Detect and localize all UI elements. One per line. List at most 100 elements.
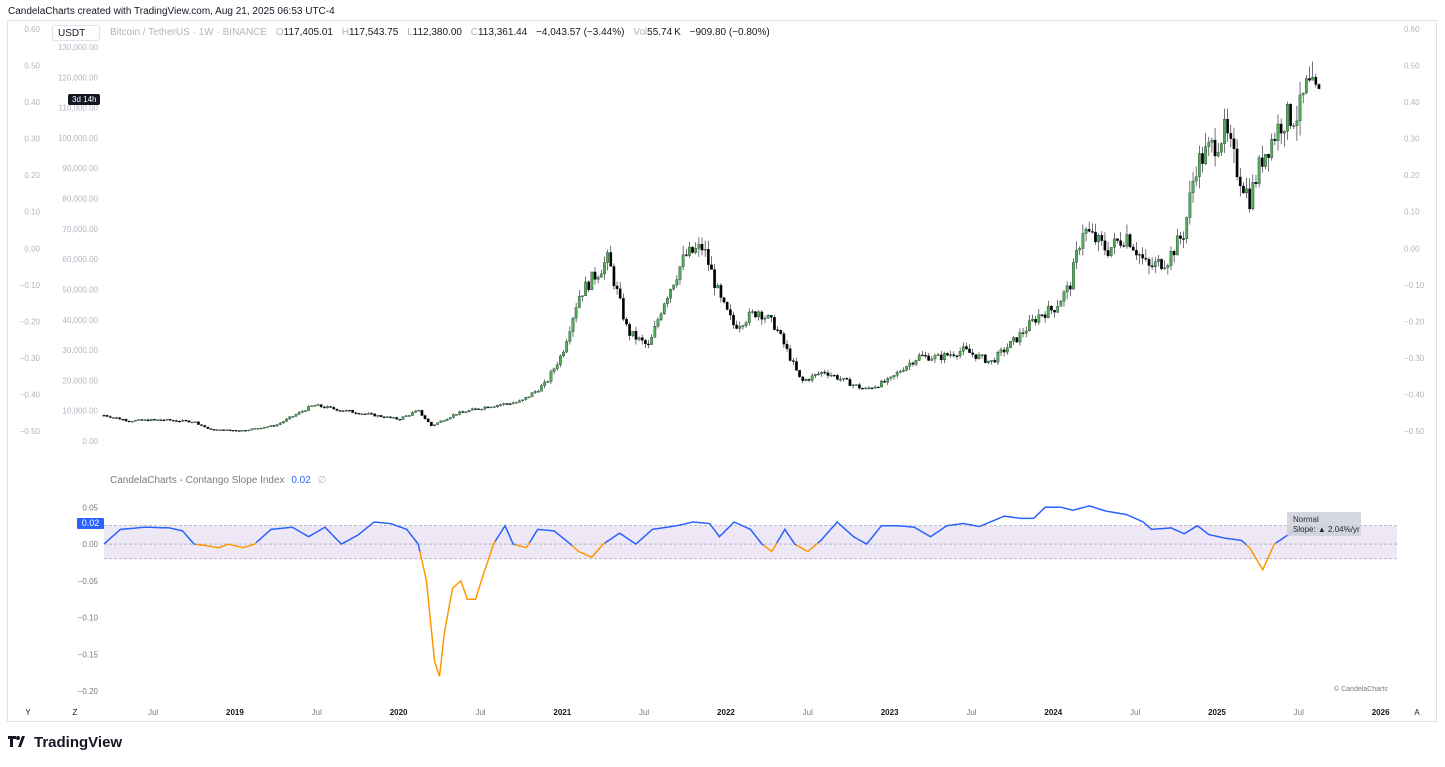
candle-down <box>719 285 723 298</box>
candle-up <box>1062 291 1066 302</box>
candle-up <box>688 246 691 256</box>
candle-down <box>883 380 886 383</box>
z-axis-button[interactable]: Z <box>72 708 78 717</box>
candle-up <box>961 346 965 352</box>
candle-up <box>694 248 698 253</box>
candle-down <box>127 420 131 423</box>
candle-up <box>1292 125 1296 127</box>
candle-up <box>263 427 266 429</box>
candle-down <box>115 417 118 419</box>
candle-down <box>212 429 216 431</box>
candle-down <box>836 375 839 380</box>
candle-up <box>1056 306 1060 313</box>
candle-up <box>1166 265 1170 269</box>
y-axis-button[interactable]: Y <box>25 708 31 717</box>
time-axis-label: Jul <box>639 708 649 717</box>
candle-up <box>577 295 581 308</box>
auto-scale-button[interactable]: A <box>1414 708 1420 717</box>
candle-up <box>672 284 676 290</box>
candle-up <box>581 295 584 297</box>
price-axis-label: 20,000.00 <box>62 376 98 385</box>
candle-up <box>744 322 748 326</box>
candle-up <box>1153 261 1157 268</box>
candle-up <box>716 285 720 289</box>
candle-up <box>763 317 767 320</box>
candle-down <box>725 301 729 310</box>
candle-up <box>1113 238 1116 248</box>
candle-up <box>514 402 518 404</box>
candle-down <box>644 340 647 345</box>
candle-up <box>549 371 553 382</box>
indicator-value: 0.02 <box>291 475 311 486</box>
currency-selector[interactable]: USDT <box>52 25 100 41</box>
candle-down <box>426 418 430 423</box>
candle-down <box>1235 148 1239 178</box>
indicator-line-orange <box>195 542 257 549</box>
time-axis-label: 2020 <box>390 708 408 717</box>
candle-down <box>782 333 786 345</box>
candle-up <box>1109 247 1113 256</box>
candle-up <box>392 417 395 419</box>
candle-down <box>1119 240 1122 246</box>
candle-up <box>445 418 449 421</box>
candle-down <box>1128 234 1132 248</box>
candle-up <box>367 413 370 415</box>
candle-down <box>968 348 971 353</box>
indicator-axis-label: −0.05 <box>78 577 99 586</box>
candle-up <box>637 337 641 340</box>
candle-down <box>710 264 713 270</box>
symbol-name[interactable]: Bitcoin / TetherUS · 1W · BINANCE <box>110 27 268 38</box>
candle-down <box>785 343 789 349</box>
candle-up <box>260 427 263 430</box>
candle-up <box>1223 118 1226 144</box>
candle-up <box>307 406 310 411</box>
candle-down <box>732 314 735 326</box>
candle-up <box>568 331 572 342</box>
candle-up <box>599 273 603 278</box>
candle-up <box>278 422 282 425</box>
candle-down <box>197 421 200 425</box>
indicator-line-blue <box>528 528 573 547</box>
time-axis-label: Jul <box>966 708 976 717</box>
price-axis-label: 0.00 <box>82 437 98 446</box>
candle-down <box>322 406 326 409</box>
vol-label: Vol <box>633 27 648 38</box>
candle-down <box>939 354 943 361</box>
candle-up <box>867 387 871 390</box>
candle-up <box>662 303 666 315</box>
high-label: H <box>341 27 349 38</box>
candle-up <box>1046 306 1050 318</box>
candle-up <box>650 337 654 345</box>
candle-up <box>496 405 499 407</box>
candle-up <box>574 307 578 319</box>
candle-up <box>933 355 937 360</box>
candle-up <box>1282 130 1286 134</box>
candle-down <box>105 415 109 417</box>
candle-down <box>461 411 465 413</box>
candle-up <box>898 371 902 373</box>
indicator-symbol: ∅ <box>317 475 327 486</box>
candle-up <box>1169 251 1173 266</box>
candle-down <box>244 430 247 432</box>
indicator-legend[interactable]: CandelaCharts - Contango Slope Index 0.0… <box>110 475 326 486</box>
candle-down <box>108 416 112 418</box>
candle-up <box>291 416 295 418</box>
time-axis-label: 2019 <box>226 708 244 717</box>
candle-up <box>810 375 814 381</box>
right-axis-tick: −0.20 <box>1404 317 1425 326</box>
candle-up <box>675 279 679 286</box>
candle-down <box>389 416 392 418</box>
candle-down <box>1314 76 1318 85</box>
candle-up <box>999 349 1003 353</box>
candle-down <box>1150 265 1154 268</box>
time-axis-label: 2025 <box>1208 708 1226 717</box>
candle-up <box>411 412 414 416</box>
price-axis-label: 80,000.00 <box>62 195 98 204</box>
candle-up <box>813 374 817 376</box>
indicator-line-blue <box>604 521 765 546</box>
candle-up <box>1276 123 1280 141</box>
candle-up <box>1197 153 1201 177</box>
indicator-name[interactable]: CandelaCharts - Contango Slope Index <box>110 475 285 486</box>
indicator-line-orange <box>1245 542 1277 572</box>
